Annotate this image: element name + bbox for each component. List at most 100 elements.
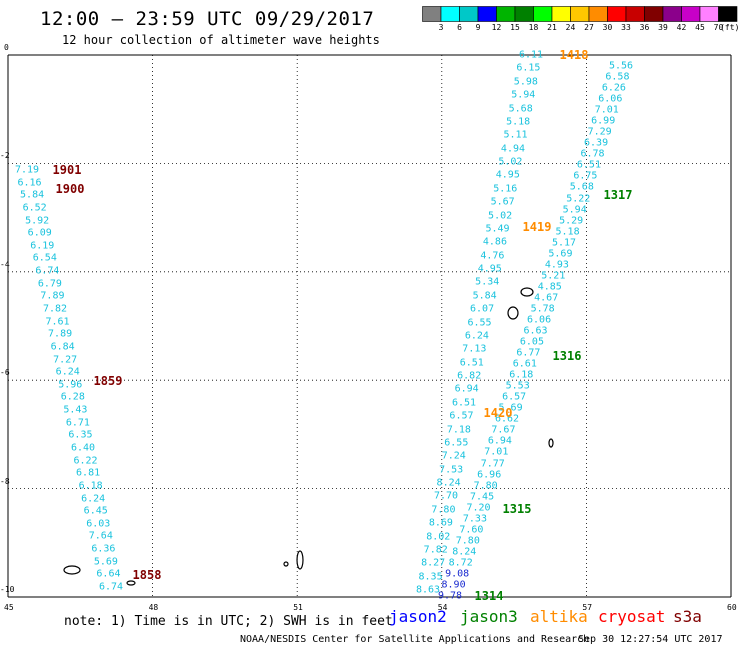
generation-timestamp: Sep 30 12:27:54 UTC 2017	[578, 634, 723, 645]
legend-tick-label: 24	[565, 23, 576, 32]
x-tick-label: 45	[4, 603, 14, 612]
wave-value-mid: 8.63	[415, 584, 441, 596]
wave-value-mid: 6.11	[518, 49, 544, 61]
wave-value-west: 6.74	[98, 581, 124, 593]
wave-value-east: 6.94	[487, 435, 512, 447]
wave-value-west: 6.03	[86, 518, 111, 530]
island-outline	[63, 565, 81, 575]
wave-value-mid: 6.07	[470, 303, 495, 315]
island-outline	[520, 287, 534, 297]
island-outline	[296, 550, 304, 570]
y-tick-label: 0	[4, 43, 9, 52]
wave-value-west: 6.54	[32, 252, 57, 264]
wave-value-mid: 5.84	[472, 290, 497, 302]
y-tick-label: -6	[0, 368, 10, 378]
x-tick-label: 57	[582, 603, 593, 612]
wave-value-west: 5.69	[93, 556, 118, 568]
wave-value-east: 7.77	[480, 458, 505, 469]
wave-value-east: 6.77	[516, 347, 541, 359]
y-tick-label: -4	[0, 259, 10, 269]
wave-value-west: 6.40	[70, 442, 96, 454]
wave-value-east: 7.01	[594, 104, 619, 116]
wave-value-mid: 7.53	[439, 464, 464, 476]
wave-value-west: 6.09	[27, 227, 52, 239]
wave-value-east: 6.39	[584, 137, 609, 149]
wave-value-west: 7.89	[40, 290, 65, 302]
legend-tick-label: 27	[584, 23, 594, 32]
wave-value-west: 6.71	[65, 417, 90, 429]
legend-tick-label: 21	[547, 23, 557, 32]
pass-time-label: 1316	[552, 349, 582, 363]
wave-value-mid: 6.55	[467, 317, 492, 328]
credit-line: NOAA/NESDIS Center for Satellite Applica…	[240, 634, 590, 645]
legend-s3a: s3a	[673, 607, 702, 626]
wave-value-west: 7.64	[88, 530, 113, 542]
footnote: note: 1) Time is in UTC; 2) SWH is in fe…	[64, 614, 393, 629]
wave-value-mid: 5.98	[513, 76, 538, 88]
wave-value-east: 7.80	[455, 535, 480, 547]
wave-value-west: 7.27	[53, 354, 78, 366]
island-outline	[507, 306, 519, 320]
legend-tick-label: 6	[457, 23, 462, 32]
wave-value-east: 4.67	[534, 292, 559, 304]
wave-value-west: 7.82	[42, 303, 68, 315]
wave-value-mid: 7.80	[431, 504, 456, 516]
wave-value-east: 6.06	[527, 314, 552, 326]
wave-value-east: 7.60	[459, 524, 484, 536]
pass-time-label: 1420	[483, 406, 513, 420]
wave-value-mid: 5.11	[503, 129, 528, 141]
wave-value-east: 7.67	[491, 424, 516, 436]
legend-tick-label: (ft)	[720, 23, 740, 32]
wave-value-west: 7.61	[45, 316, 70, 328]
wave-value-east: 6.05	[519, 336, 544, 348]
wave-value-east: 5.69	[548, 248, 573, 260]
y-tick-label: -10	[0, 585, 15, 594]
wave-value-east: 6.99	[591, 115, 616, 127]
legend-tick-label: 18	[528, 23, 539, 32]
map-subtitle: 12 hour collection of altimeter wave hei…	[62, 33, 380, 47]
wave-value-west: 6.22	[73, 455, 98, 467]
wave-value-east: 9.08	[445, 568, 470, 580]
wave-value-mid: 5.02	[498, 156, 523, 168]
wave-value-east: 5.17	[551, 237, 577, 249]
wave-value-east: 6.61	[512, 358, 537, 370]
wave-value-east: 8.24	[452, 546, 477, 558]
wave-value-east: 9.78	[437, 590, 463, 602]
wave-value-east: 6.57	[502, 391, 527, 403]
wave-value-west: 5.92	[25, 215, 50, 227]
wave-value-mid: 6.57	[449, 410, 474, 422]
wave-value-west: 7.89	[48, 328, 73, 340]
legend-tick-label: 70	[713, 23, 724, 32]
wave-value-west: 6.28	[60, 391, 85, 403]
wave-value-west: 6.24	[55, 366, 80, 378]
wave-value-west: 6.64	[96, 568, 121, 580]
wave-value-east: 6.96	[477, 469, 502, 481]
legend-tick-label: 33	[621, 23, 631, 32]
wave-value-west: 6.24	[81, 493, 106, 505]
wave-value-mid: 5.49	[485, 223, 510, 235]
legend-tick-label: 3	[438, 23, 444, 32]
pass-time-label: 1858	[132, 568, 162, 582]
map-title: 12:00 — 23:59 UTC 09/29/2017	[40, 8, 375, 30]
wave-value-mid: 5.02	[488, 210, 513, 221]
wave-value-mid: 4.76	[480, 250, 505, 262]
wave-value-mid: 4.95	[495, 169, 520, 181]
wave-value-east: 5.21	[541, 270, 566, 282]
legend-tick-label: 12	[491, 23, 502, 32]
wave-value-east: 8.72	[448, 557, 473, 569]
pass-time-label: 1315	[502, 502, 532, 516]
wave-value-mid: 6.15	[516, 62, 541, 74]
wave-value-east: 6.62	[494, 413, 520, 425]
wave-value-west: 5.84	[20, 189, 45, 201]
island-outline	[283, 561, 289, 567]
wave-value-mid: 7.18	[446, 424, 471, 435]
color-scale-legend	[422, 6, 738, 23]
wave-value-east: 5.56	[608, 60, 634, 72]
wave-value-mid: 8.27	[421, 557, 446, 569]
pass-time-label: 1314	[474, 589, 504, 603]
wave-value-west: 6.52	[22, 202, 47, 214]
wave-value-mid: 4.86	[482, 236, 507, 248]
wave-value-east: 8.90	[441, 579, 466, 591]
